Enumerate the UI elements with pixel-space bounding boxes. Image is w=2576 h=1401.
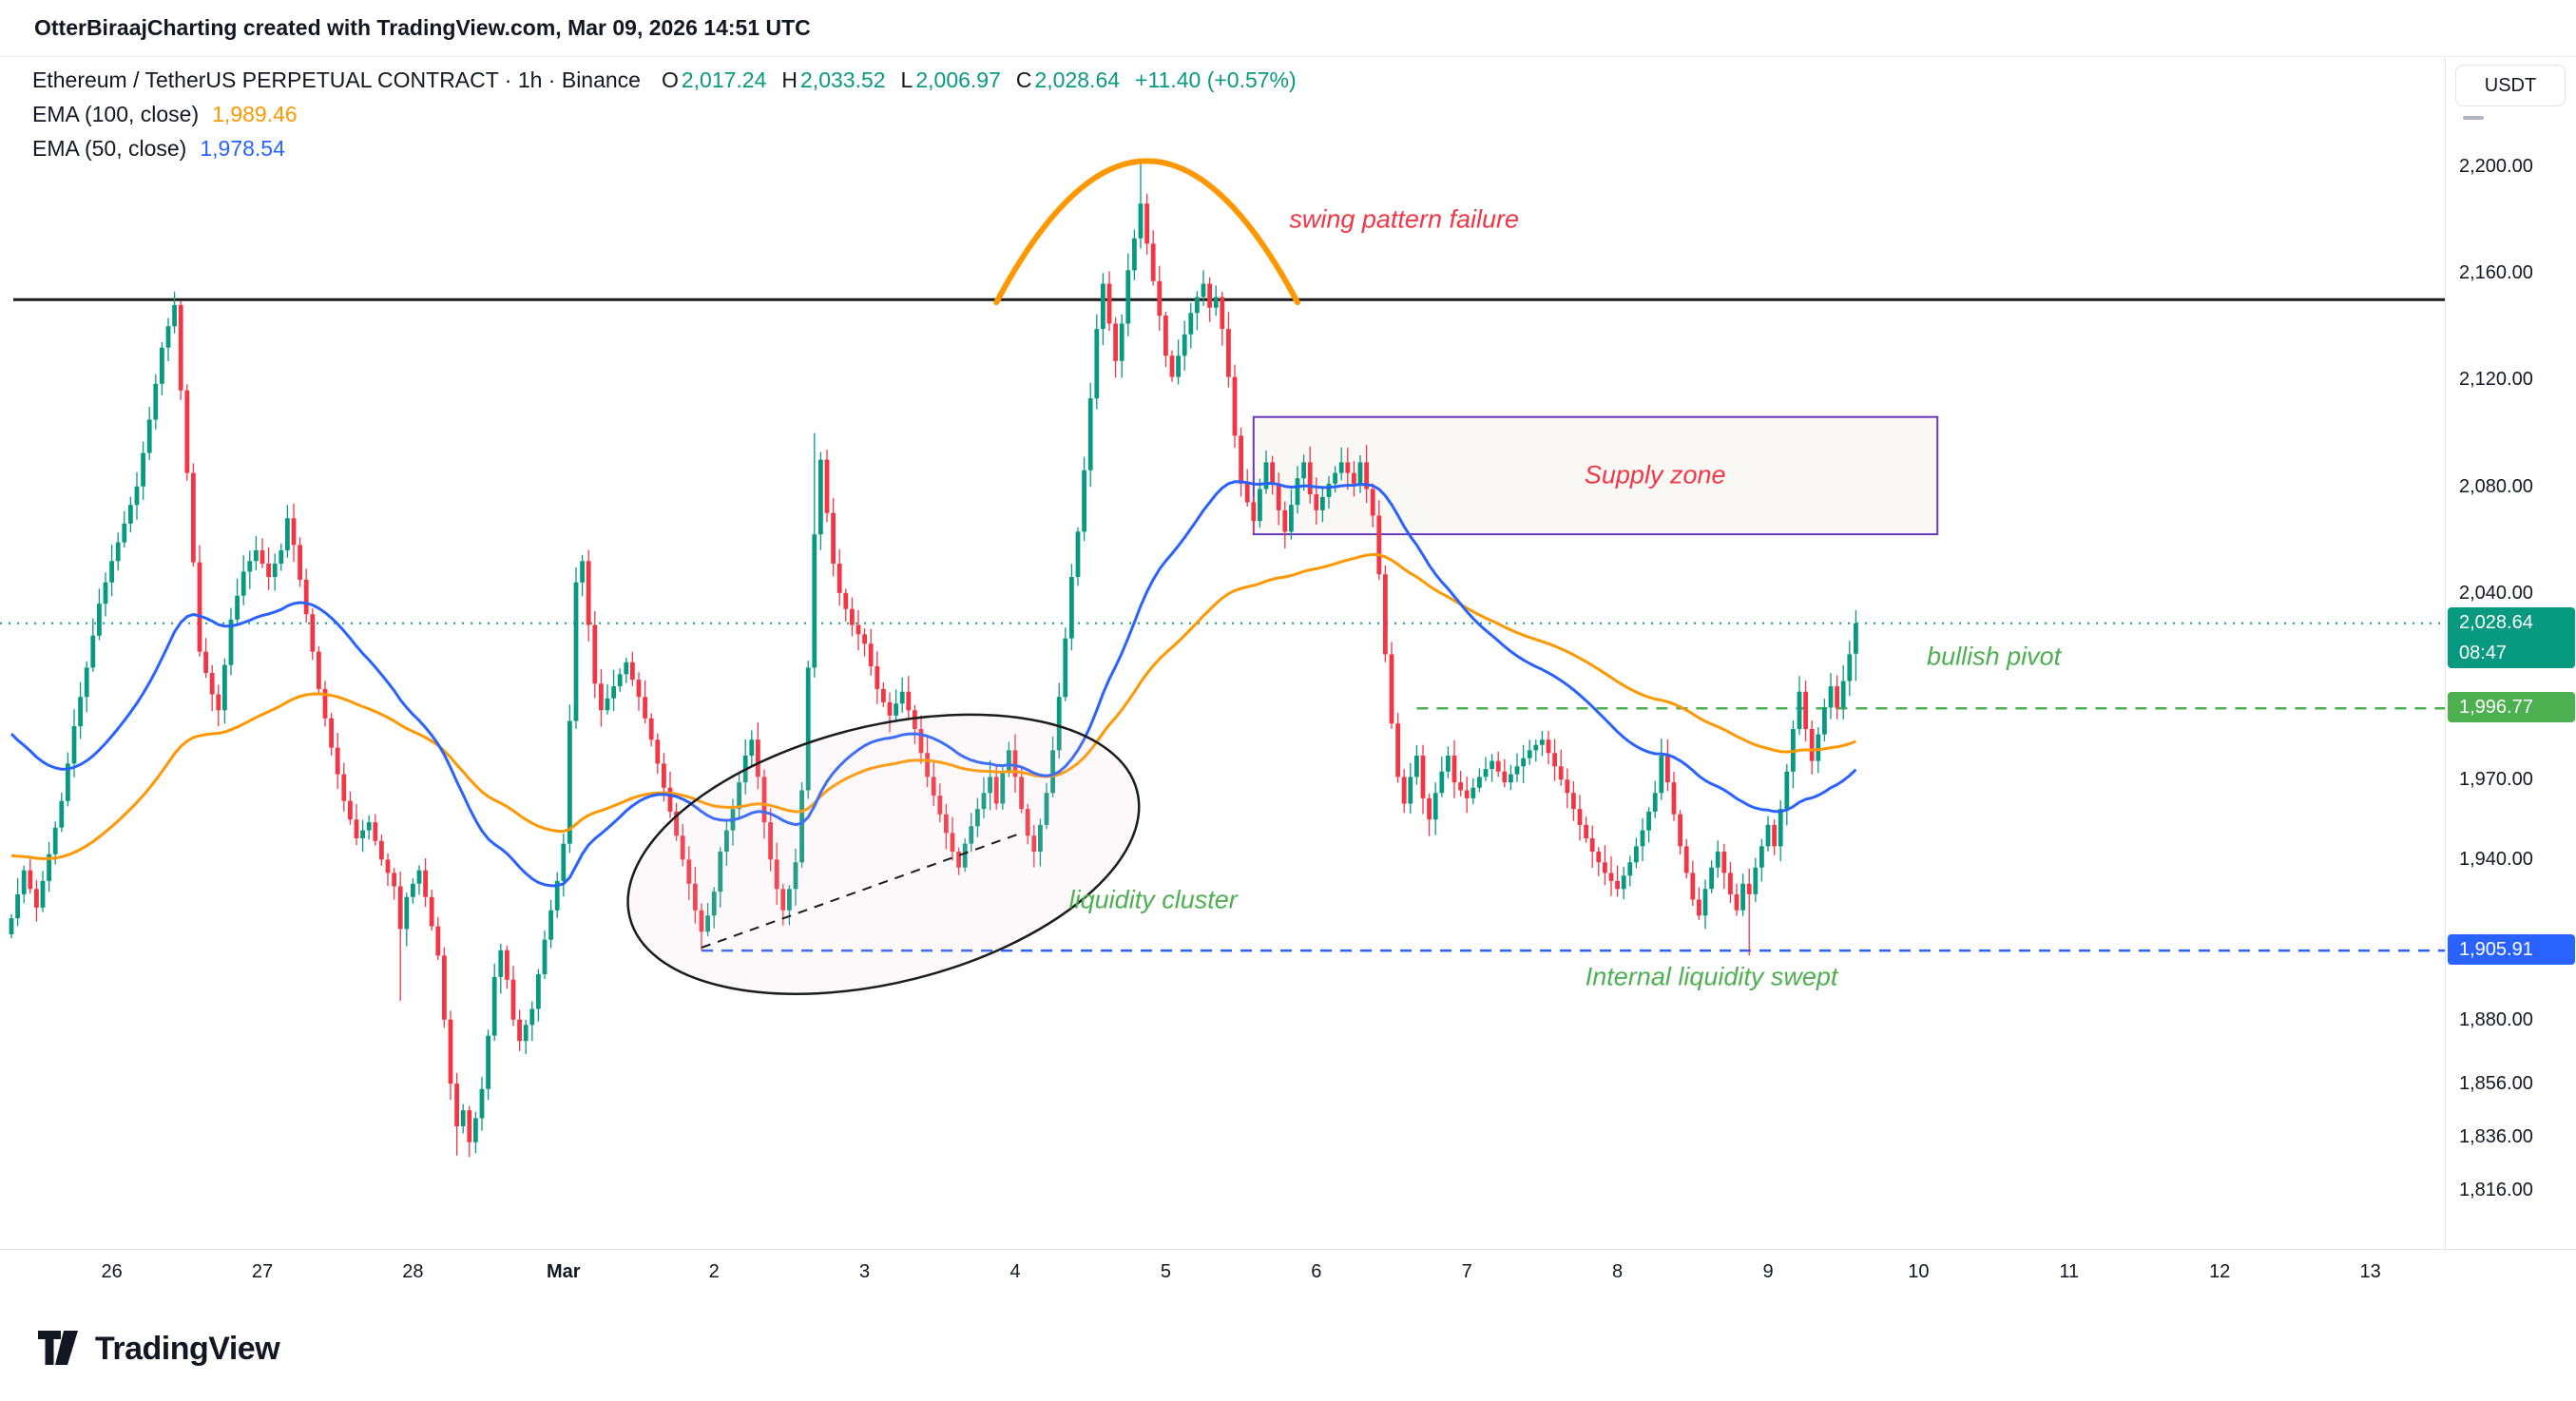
attribution-text: OtterBiraajCharting created with Trading…	[34, 15, 811, 40]
annotation-internal-liquidity-swept[interactable]: Internal liquidity swept	[1585, 962, 1838, 991]
price-tick: 2,080.00	[2459, 476, 2533, 497]
time-axis[interactable]: 26 27 28 Mar 2 3 4 5 6 7 8 9 10 11 12 13	[0, 1249, 2576, 1302]
ohlc-value: 2,033.52	[800, 67, 886, 92]
scale-collapse-handle[interactable]	[2463, 116, 2484, 120]
rounding-top-arc[interactable]	[993, 158, 1300, 306]
liquidity-level-badge: 1,905.91	[2448, 934, 2575, 965]
time-tick-9: 9	[1762, 1261, 1774, 1282]
time-tick-10: 10	[1908, 1261, 1930, 1282]
ema100-label: EMA (100, close)	[32, 101, 200, 126]
ema-50-line[interactable]	[10, 480, 1857, 888]
annotation-swing-pattern-failure[interactable]: swing pattern failure	[1289, 204, 1520, 234]
ema50-value: 1,978.54	[200, 135, 285, 161]
candle-wicks-down	[29, 193, 1838, 1158]
ohlc-values: O 2,017.24 H 2,033.52 L 2,006.97 C 2,028.64 +11.…	[646, 67, 1297, 93]
time-tick-13: 13	[2359, 1261, 2381, 1282]
time-tick-8: 8	[1612, 1261, 1624, 1282]
tradingview-logo-icon	[38, 1331, 78, 1365]
candle-bodies-up	[9, 203, 1858, 1142]
price-tick: 2,120.00	[2459, 369, 2533, 390]
indicator-ema50-row[interactable]: EMA (50, close) 1,978.54	[32, 131, 1297, 165]
ohlc-value: 2,017.24	[681, 67, 767, 92]
ohlc-key: C	[1015, 67, 1032, 92]
time-tick-26: 26	[101, 1261, 123, 1282]
time-tick-27: 27	[251, 1261, 274, 1282]
price-tick: 1,856.00	[2459, 1073, 2533, 1094]
price-tick: 1,816.00	[2459, 1180, 2533, 1200]
annotation-supply-zone[interactable]: Supply zone	[1584, 460, 1726, 489]
bullish-pivot-badge: 1,996.77	[2448, 692, 2575, 722]
price-tick: 1,940.00	[2459, 849, 2533, 870]
annotation-liquidity-cluster[interactable]: liquidity cluster	[1068, 885, 1238, 913]
time-tick-Mar: Mar	[547, 1261, 581, 1282]
time-tick-6: 6	[1311, 1261, 1322, 1282]
time-tick-3: 3	[859, 1261, 871, 1282]
price-tick: 1,880.00	[2459, 1009, 2533, 1030]
price-tick: 1,836.00	[2459, 1126, 2533, 1147]
time-tick-11: 11	[2059, 1261, 2080, 1282]
ema100-value: 1,989.46	[212, 101, 298, 126]
ema-100-line[interactable]	[10, 552, 1856, 860]
time-tick-28: 28	[402, 1261, 424, 1282]
price-tick: 2,200.00	[2459, 156, 2533, 177]
time-tick-2: 2	[708, 1261, 720, 1282]
symbol-legend-row[interactable]: Ethereum / TetherUS PERPETUAL CONTRACT ·…	[32, 63, 1297, 97]
attribution-bar: OtterBiraajCharting created with Trading…	[0, 0, 2576, 57]
ohlc-key: L	[900, 67, 913, 92]
tradingview-logo-text: TradingView	[95, 1330, 280, 1367]
ohlc-key: O	[661, 67, 679, 92]
ohlc-key: H	[781, 67, 798, 92]
time-tick-12: 12	[2209, 1261, 2231, 1282]
current-price-badge: 2,028.64 08:47	[2448, 607, 2575, 668]
candle-bodies-down	[28, 203, 1839, 1142]
tradingview-logo[interactable]: TradingView	[36, 1329, 280, 1369]
price-scale[interactable]: USDT 2,200.00 2,160.00 2,120.00 2,080.00 2,0…	[2445, 57, 2576, 1249]
liquidity-cluster-ellipse[interactable]	[599, 666, 1168, 1042]
symbol-title: Ethereum / TetherUS PERPETUAL CONTRACT ·…	[32, 67, 641, 92]
legend: Ethereum / TetherUS PERPETUAL CONTRACT ·…	[32, 63, 1297, 165]
ema50-label: EMA (50, close)	[32, 135, 187, 161]
price-tick: 2,040.00	[2459, 583, 2533, 604]
annotation-bullish-pivot[interactable]: bullish pivot	[1927, 642, 2062, 671]
time-tick-4: 4	[1009, 1261, 1021, 1282]
ohlc-value: 2,028.64	[1034, 67, 1121, 92]
price-tick: 2,160.00	[2459, 262, 2533, 283]
change-value: +11.40 (+0.57%)	[1135, 67, 1297, 92]
time-tick-7: 7	[1461, 1261, 1472, 1282]
currency-toggle-button[interactable]: USDT	[2455, 65, 2566, 106]
time-tick-5: 5	[1160, 1261, 1171, 1282]
price-tick: 1,970.00	[2459, 769, 2533, 790]
ohlc-value: 2,006.97	[915, 67, 1001, 92]
indicator-ema100-row[interactable]: EMA (100, close) 1,989.46	[32, 97, 1297, 131]
cluster-trendline[interactable]	[701, 832, 1022, 949]
